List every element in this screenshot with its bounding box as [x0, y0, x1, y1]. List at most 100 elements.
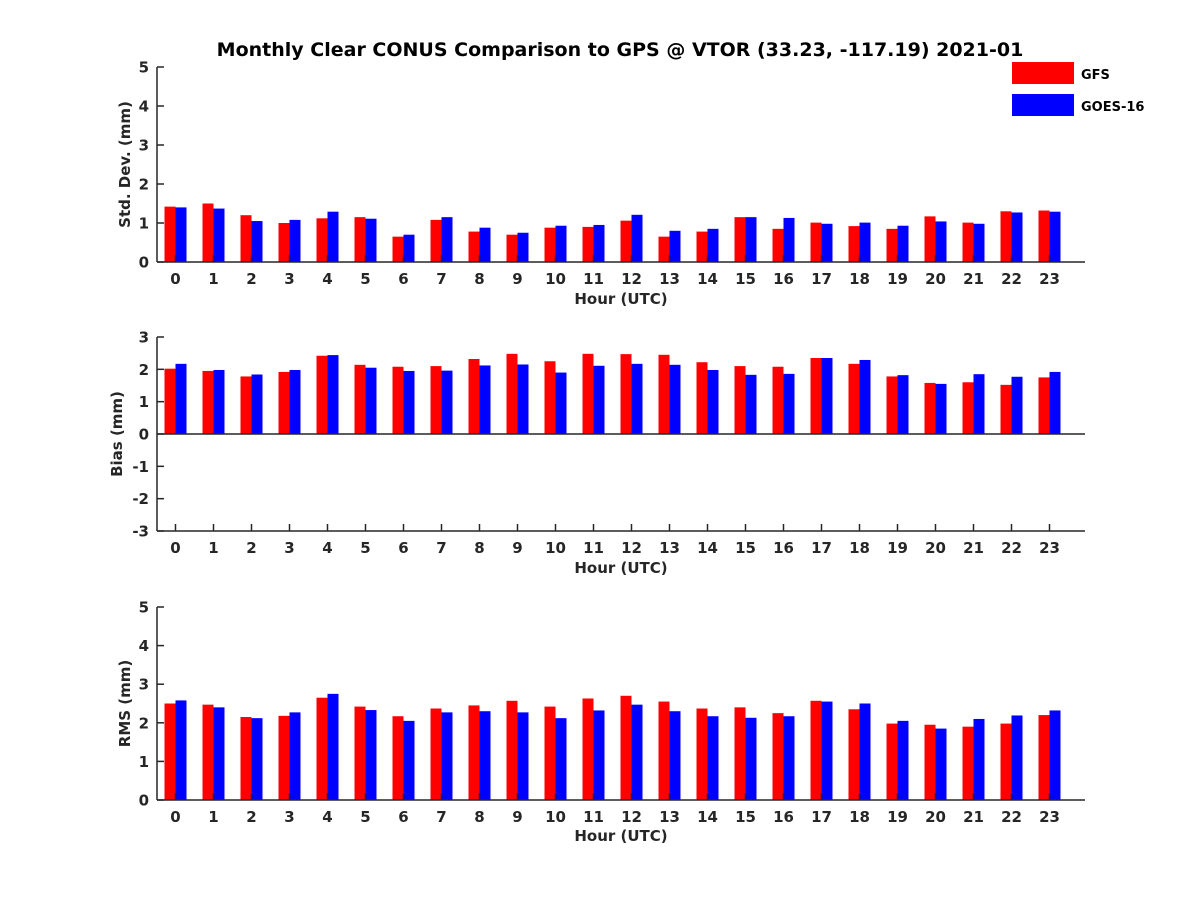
rms-bar-goes16-hour-11: [593, 710, 605, 800]
bias-bar-goes16-hour-15: [745, 374, 757, 434]
bias-bar-gfs-hour-10: [544, 361, 556, 434]
rms-bar-goes16-hour-17: [821, 701, 833, 800]
std-dev-x-tick-label: 11: [583, 270, 604, 288]
std-dev-bar-gfs-hour-4: [316, 218, 328, 262]
bias-bar-goes16-hour-14: [707, 369, 719, 434]
bias-bar-goes16-hour-13: [669, 364, 681, 434]
rms-bar-gfs-hour-12: [620, 695, 632, 800]
rms-bar-gfs-hour-14: [696, 708, 708, 800]
bias-bar-gfs-hour-7: [430, 366, 442, 434]
rms-bar-goes16-hour-4: [327, 693, 339, 800]
rms-bar-goes16-hour-8: [479, 711, 491, 800]
bias-bar-goes16-hour-5: [365, 367, 377, 434]
rms-x-tick-label: 12: [621, 808, 642, 826]
bias-bar-gfs-hour-1: [202, 370, 214, 434]
rms-bar-gfs-hour-19: [886, 723, 898, 800]
std-dev-y-tick-label: 3: [139, 137, 149, 155]
rms-bar-goes16-hour-15: [745, 717, 757, 800]
bias-x-tick-label: 17: [811, 539, 832, 557]
bias-bar-goes16-hour-0: [175, 363, 187, 434]
rms-bar-gfs-hour-9: [506, 700, 518, 800]
rms-x-tick-label: 16: [773, 808, 794, 826]
std-dev-bar-goes16-hour-9: [517, 232, 529, 262]
rms-bar-gfs-hour-8: [468, 705, 480, 800]
rms-x-tick-label: 3: [284, 808, 294, 826]
bias-y-tick-label: 3: [139, 329, 149, 347]
std-dev-x-tick-label: 18: [849, 270, 870, 288]
legend-label-gfs: GFS: [1081, 68, 1110, 83]
bias-x-tick-label: 15: [735, 539, 756, 557]
std-dev-x-tick-label: 21: [963, 270, 984, 288]
std-dev-bar-goes16-hour-19: [897, 225, 909, 262]
rms-bar-gfs-hour-5: [354, 706, 366, 800]
legend-swatch-gfs: [1012, 62, 1074, 84]
bias-x-tick-label: 14: [697, 539, 718, 557]
std-dev-bar-goes16-hour-18: [859, 222, 871, 262]
rms-bar-goes16-hour-22: [1011, 715, 1023, 800]
bias-x-axis-label: Hour (UTC): [574, 559, 667, 577]
std-dev-bar-goes16-hour-21: [973, 223, 985, 262]
std-dev-bar-gfs-hour-19: [886, 228, 898, 262]
std-dev-bar-goes16-hour-4: [327, 211, 339, 262]
std-dev-x-tick-label: 13: [659, 270, 680, 288]
std-dev-x-tick-label: 8: [474, 270, 484, 288]
rms-x-tick-label: 18: [849, 808, 870, 826]
std-dev-x-tick-label: 2: [246, 270, 256, 288]
std-dev-bar-gfs-hour-15: [734, 217, 746, 262]
bias-bar-gfs-hour-4: [316, 355, 328, 434]
bias-bar-gfs-hour-5: [354, 364, 366, 434]
rms-bar-goes16-hour-5: [365, 710, 377, 800]
rms-bar-goes16-hour-14: [707, 716, 719, 800]
std-dev-bar-goes16-hour-14: [707, 228, 719, 262]
bias-bar-goes16-hour-20: [935, 383, 947, 434]
rms-x-tick-label: 14: [697, 808, 718, 826]
rms-x-tick-label: 21: [963, 808, 984, 826]
bias-bar-goes16-hour-17: [821, 358, 833, 434]
bias-bar-gfs-hour-15: [734, 366, 746, 434]
rms-bar-goes16-hour-18: [859, 703, 871, 800]
rms-x-axis-label: Hour (UTC): [574, 827, 667, 845]
rms-x-tick-label: 8: [474, 808, 484, 826]
rms-x-tick-label: 23: [1039, 808, 1060, 826]
rms-x-tick-label: 13: [659, 808, 680, 826]
legend-label-goes16: GOES-16: [1081, 100, 1144, 115]
rms-bar-goes16-hour-10: [555, 718, 567, 800]
bias-x-tick-label: 20: [925, 539, 946, 557]
rms-bar-gfs-hour-15: [734, 707, 746, 800]
std-dev-x-tick-label: 0: [170, 270, 180, 288]
std-dev-bar-gfs-hour-11: [582, 226, 594, 262]
rms-bar-gfs-hour-6: [392, 716, 404, 800]
std-dev-y-tick-label: 0: [139, 254, 149, 272]
rms-x-tick-label: 6: [398, 808, 408, 826]
std-dev-bar-gfs-hour-17: [810, 222, 822, 262]
rms-bar-goes16-hour-0: [175, 700, 187, 800]
rms-bar-gfs-hour-4: [316, 697, 328, 800]
std-dev-x-tick-label: 16: [773, 270, 794, 288]
std-dev-bar-goes16-hour-15: [745, 217, 757, 262]
bias-bar-goes16-hour-21: [973, 374, 985, 434]
bias-x-tick-label: 3: [284, 539, 294, 557]
std-dev-bar-goes16-hour-0: [175, 207, 187, 262]
bias-bar-goes16-hour-18: [859, 359, 871, 434]
bias-bar-goes16-hour-1: [213, 369, 225, 434]
rms-y-tick-label: 5: [139, 599, 149, 617]
bias-bar-gfs-hour-17: [810, 358, 822, 434]
std-dev-bar-goes16-hour-23: [1049, 211, 1061, 262]
bias-bar-goes16-hour-2: [251, 374, 263, 434]
std-dev-bar-goes16-hour-8: [479, 227, 491, 262]
std-dev-y-tick-label: 4: [139, 98, 149, 116]
std-dev-x-tick-label: 15: [735, 270, 756, 288]
rms-bar-gfs-hour-7: [430, 708, 442, 800]
bias-bar-gfs-hour-13: [658, 354, 670, 434]
std-dev-x-tick-label: 4: [322, 270, 332, 288]
bias-x-tick-label: 6: [398, 539, 408, 557]
bias-bar-goes16-hour-3: [289, 369, 301, 434]
rms-bar-gfs-hour-16: [772, 713, 784, 800]
std-dev-bar-goes16-hour-13: [669, 230, 681, 262]
bias-bar-goes16-hour-4: [327, 355, 339, 434]
bias-x-tick-label: 13: [659, 539, 680, 557]
bias-bar-gfs-hour-22: [1000, 384, 1012, 434]
rms-bar-goes16-hour-1: [213, 707, 225, 800]
bias-bar-gfs-hour-14: [696, 362, 708, 434]
